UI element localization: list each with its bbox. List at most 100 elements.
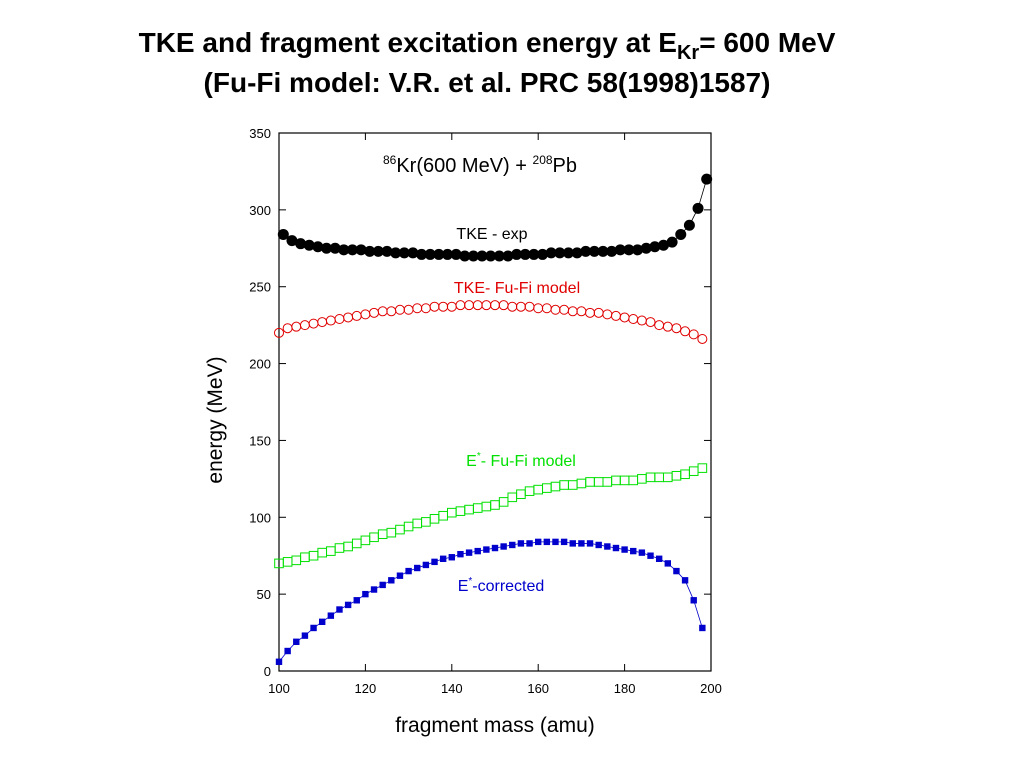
data-point [662,321,673,332]
data-point [308,550,319,561]
data-point [543,538,551,546]
series-line [278,541,703,663]
data-point [697,333,708,344]
y-tick-label: 50 [257,587,271,602]
data-point [524,486,535,496]
x-tick-label: 100 [268,681,290,696]
annotation-text: Pb [553,155,577,177]
data-point [688,466,699,476]
data-point [317,317,328,328]
data-point [533,303,544,314]
data-point [524,301,535,312]
data-point [379,581,386,589]
data-point [396,572,404,579]
series-label: TKE- Fu-Fi model [454,280,580,297]
data-point [300,552,310,563]
y-tick-label: 150 [249,433,271,448]
data-point [343,541,353,552]
data-point [274,327,284,338]
data-point [317,547,327,558]
series-label-text: E [458,578,469,595]
x-tick-label: 120 [355,681,377,696]
data-point [377,306,388,317]
data-point [567,480,578,490]
data-point [619,312,630,323]
data-point [472,300,483,311]
data-point [277,228,289,240]
x-axis-label: fragment mass (amu) [395,714,595,737]
data-point [645,317,656,328]
data-point [369,532,379,543]
data-point [602,309,613,320]
data-point [483,546,490,553]
data-point [619,475,630,486]
data-point [439,555,447,562]
data-point [675,228,687,240]
data-point [446,301,457,312]
data-point [507,301,518,312]
data-point [351,310,362,321]
data-point [509,541,516,549]
data-point [666,236,678,248]
data-point [282,557,293,567]
data-point [388,577,395,584]
data-point [517,540,525,547]
data-point [481,300,492,311]
data-point [284,647,291,655]
data-point [448,554,456,561]
chart-subtitle: (Fu-Fi model: V.R. et al. PRC 58(1998)15… [204,67,771,98]
data-point [612,544,620,552]
data-point [362,590,369,598]
data-point [455,506,466,516]
title-subscript: Kr [677,42,699,64]
data-point [664,560,671,567]
data-point [559,480,569,490]
data-point [429,301,440,312]
data-point [291,321,302,332]
series-label: E*-corrected [458,576,545,595]
data-point [688,329,699,340]
data-point [647,552,654,559]
data-point [673,567,680,575]
data-point [586,540,594,547]
data-point [344,601,352,609]
data-point [593,477,604,487]
y-axis-label: energy (MeV) [204,356,227,483]
data-point [680,326,691,337]
data-point [403,521,414,532]
data-point [585,307,596,318]
series-label-text: TKE - exp [456,226,527,243]
data-point [542,483,552,493]
data-point [395,524,405,535]
data-point [535,538,542,546]
data-point [326,546,336,556]
data-point [429,514,440,524]
data-point [699,624,706,632]
data-point [403,304,414,315]
data-point [455,300,466,311]
data-point [578,540,585,547]
data-point [585,477,595,487]
data-point [576,478,587,489]
y-tick-label: 300 [249,203,271,218]
data-point [275,658,283,665]
data-point [308,318,319,329]
data-point [576,306,587,317]
data-point [490,300,500,311]
data-point [516,489,526,500]
data-point [611,475,621,486]
data-point [628,313,639,324]
data-point [414,564,421,572]
data-point [507,492,518,503]
data-point [559,304,570,315]
data-point [697,463,708,473]
y-tick-label: 350 [249,126,271,141]
data-point [491,544,499,552]
data-point [610,310,621,321]
data-point [282,323,293,334]
data-point [690,597,697,604]
data-point [334,313,345,324]
data-point [604,543,611,550]
data-point [325,315,336,326]
